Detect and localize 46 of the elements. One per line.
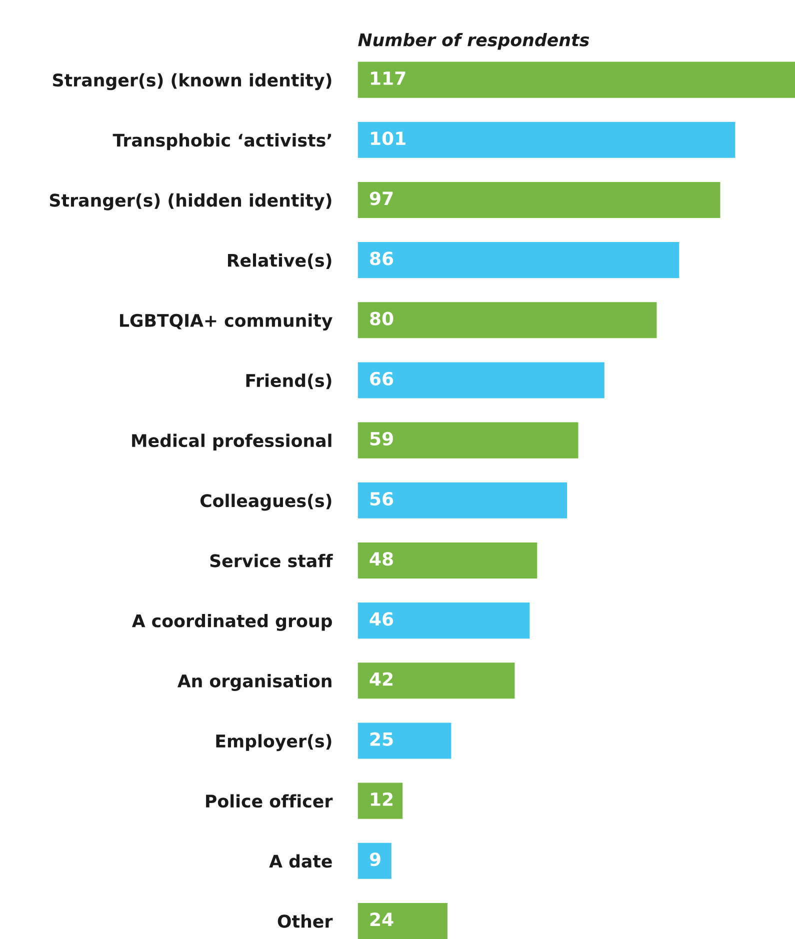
chart-title: Number of respondents [358,32,590,50]
bar [358,782,403,819]
bar [358,302,657,338]
bar [358,842,392,879]
data-label: 56 [370,492,394,506]
data-label: 12 [371,792,393,806]
bar [358,482,568,518]
bar [358,242,680,278]
y-tick-label: LGBTQIA+ community [120,314,332,330]
data-label: 59 [370,432,393,446]
y-tick-label: Stranger(s) (hidden identity) [50,193,332,210]
bar [358,182,720,218]
y-tick-label: Relative(s) [228,253,332,269]
bar [358,542,538,578]
data-label: 97 [370,192,393,206]
data-label: 24 [370,912,394,926]
data-label: 66 [370,372,394,386]
y-tick-label: Service staff [210,554,333,568]
data-label: 101 [371,131,406,146]
y-tick-label: Medical professional [132,434,332,451]
y-tick-label: Transphobic ‘activists’ [112,133,331,150]
bar [358,422,578,458]
y-tick-label: Friend(s) [246,374,332,390]
y-tick-label: Stranger(s) (known identity) [53,73,332,90]
bar [358,362,604,398]
data-label: 42 [370,672,393,686]
data-label: 80 [370,312,394,326]
y-tick-label: Other [278,914,333,928]
y-tick-label: Police officer [206,794,333,808]
y-tick-label: Employer(s) [216,734,332,752]
data-label: 9 [370,852,380,866]
data-label: 25 [370,732,393,746]
bar [358,602,530,639]
y-tick-label: Colleagues(s) [200,494,332,511]
data-label: 48 [370,552,393,566]
y-tick-label: An organisation [177,674,332,691]
bar [358,62,795,98]
bar [358,122,736,158]
bar [358,662,515,699]
bar [358,902,448,939]
y-tick-label: A date [269,854,332,868]
y-tick-label: A coordinated group [132,614,332,631]
bar [358,722,452,759]
data-label: 117 [371,72,406,85]
data-label: 86 [370,252,394,266]
data-label: 46 [370,612,394,626]
